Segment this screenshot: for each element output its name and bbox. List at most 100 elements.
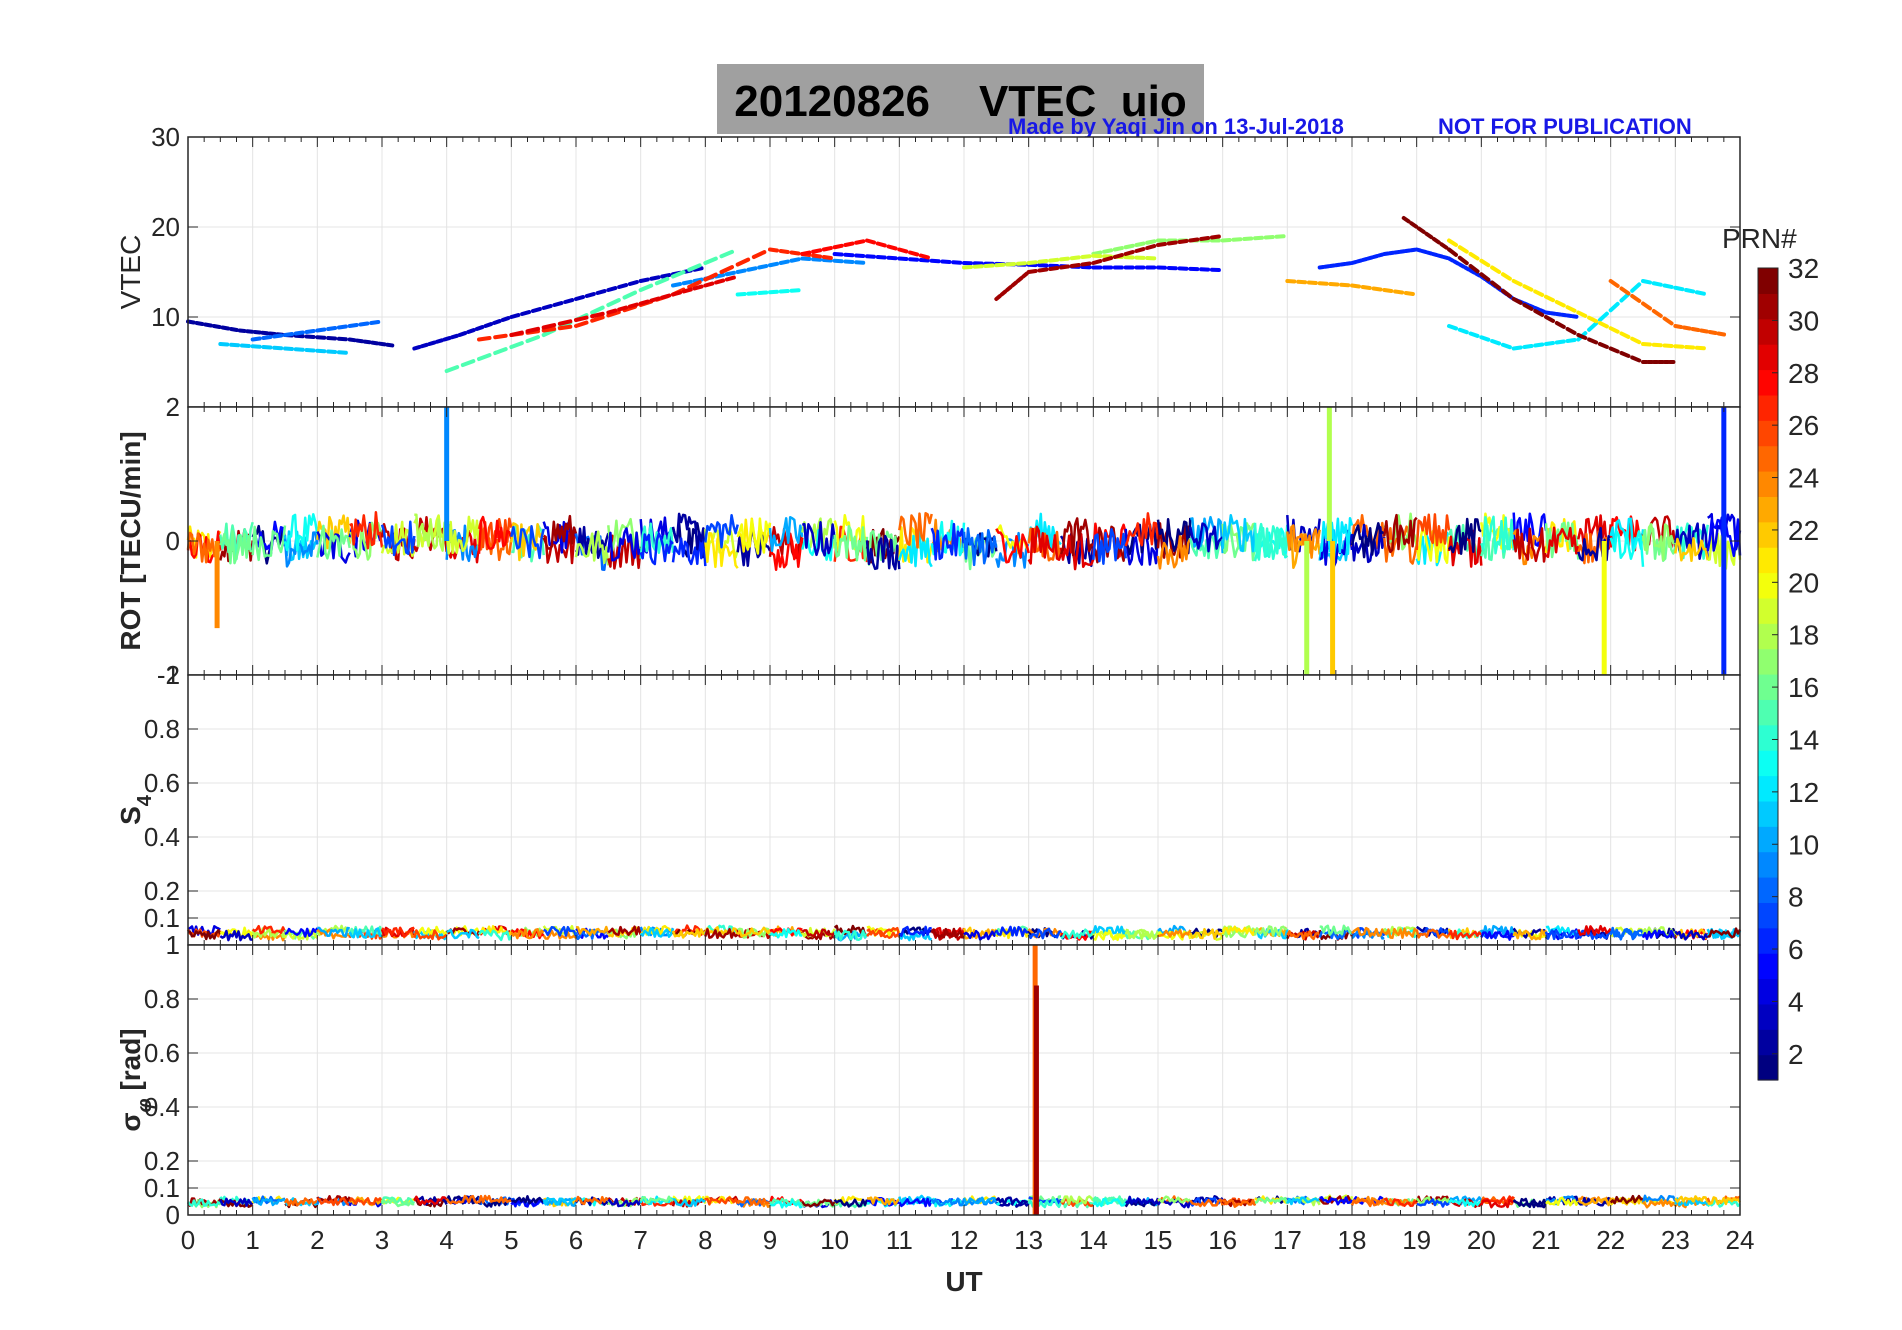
vtec-series-prn-31 — [1015, 276, 1024, 283]
rot-trace — [1124, 528, 1160, 566]
vtec-ylabel: VTEC — [115, 235, 146, 310]
vtec-series-prn-12 — [1694, 290, 1706, 296]
vtec-series-prn-19 — [1026, 260, 1038, 265]
s4-trace — [317, 926, 350, 938]
s4-trace — [1351, 926, 1386, 938]
vtec-series-prn-3 — [442, 336, 452, 342]
s4-trace — [252, 931, 287, 942]
sigma_phi-ytick-label: 0.4 — [144, 1092, 180, 1122]
vtec-series-prn-31 — [1069, 263, 1081, 268]
s4-trace — [187, 929, 222, 941]
vtec-series-prn-27 — [493, 333, 508, 340]
vtec-series-prn-9 — [724, 270, 736, 277]
vtec-series-prn-17 — [1091, 250, 1103, 256]
vtec-series-prn-17 — [1123, 243, 1135, 250]
vtec-series-prn-12 — [1447, 324, 1459, 331]
rot-trace — [1350, 523, 1386, 564]
colorbar-tick-label: 12 — [1788, 777, 1819, 808]
s4-trace — [348, 927, 383, 939]
sigma_phi-trace — [1254, 1196, 1289, 1205]
xtick-label: 16 — [1208, 1225, 1237, 1255]
vtec-series-prn-32 — [1565, 327, 1577, 335]
vtec-series-prn-25 — [1641, 301, 1653, 311]
rot-trace — [349, 521, 384, 561]
vtec-series-prn-32 — [1608, 346, 1620, 354]
colorbar-bin — [1758, 674, 1778, 700]
vtec-series-prn-2 — [385, 342, 395, 348]
vtec-series-prn-3 — [419, 342, 429, 349]
rot-trace — [898, 511, 933, 549]
rot-trace — [801, 520, 836, 557]
vtec-series-prn-31 — [1166, 240, 1178, 246]
colorbar-bin — [1758, 953, 1778, 980]
vtec-series-prn-25 — [1673, 324, 1683, 329]
vtec-series-prn-29 — [638, 299, 650, 306]
rot-trace — [510, 522, 545, 562]
vtec-series-prn-19 — [1048, 257, 1060, 263]
vtec-series-prn-15 — [703, 256, 718, 265]
vtec-series-prn-23 — [1382, 288, 1394, 293]
s4-trace — [607, 925, 642, 937]
vtec-series-prn-6 — [1468, 268, 1477, 275]
vtec-series-prn-32 — [1439, 242, 1449, 250]
s4-ytick-label: 0.1 — [144, 903, 180, 933]
vtec-series-prn-9 — [768, 261, 780, 268]
vtec-series-prn-25 — [1707, 330, 1718, 335]
vtec-series-prn-15 — [719, 249, 735, 259]
sigma_phi-trace — [1674, 1195, 1709, 1204]
vtec-series-prn-17 — [1112, 246, 1124, 252]
sigma_phi-trace — [510, 1195, 545, 1205]
vtec-series-prn-32 — [1479, 272, 1491, 282]
s4-trace — [995, 925, 1030, 938]
vtec-series-prn-6 — [1355, 258, 1363, 264]
s4-trace — [671, 928, 707, 939]
vtec-series-prn-25 — [1630, 294, 1642, 303]
vtec-series-prn-6 — [1350, 260, 1358, 265]
vtec-series-prn-31 — [1112, 253, 1124, 259]
vtec-series-prn-27 — [606, 310, 621, 318]
xtick-label: 15 — [1144, 1225, 1173, 1255]
colorbar-bin — [1758, 724, 1778, 751]
vtec-series-prn-31 — [1177, 239, 1189, 244]
vtec-series-prn-3 — [595, 289, 607, 295]
vtec-series-prn-2 — [355, 338, 365, 344]
rot-trace — [574, 525, 610, 560]
vtec-series-prn-3 — [509, 313, 521, 319]
vtec-series-prn-3 — [552, 301, 564, 307]
colorbar-tick-label: 16 — [1788, 672, 1819, 703]
vtec-series-prn-2 — [347, 337, 357, 343]
vtec-series-prn-27 — [557, 324, 573, 331]
vtec-series-prn-3 — [427, 340, 437, 346]
vtec-series-prn-6 — [1371, 254, 1380, 259]
sigma_phi-trace — [1060, 1195, 1095, 1205]
s4-trace — [801, 928, 836, 938]
s4-trace — [1383, 927, 1418, 940]
vtec-series-prn-8 — [326, 326, 338, 331]
vtec-series-prn-17 — [1102, 248, 1114, 254]
s4-trace — [381, 926, 415, 938]
vtec-series-prn-17 — [1145, 239, 1157, 245]
vtec-series-prn-21 — [1468, 252, 1480, 261]
s4-trace — [866, 926, 901, 938]
colorbar-bin — [1758, 597, 1778, 624]
sigma_phi-ytick-label: 0.1 — [144, 1173, 180, 1203]
s4-trace — [510, 928, 545, 940]
vtec-series-prn-15 — [477, 353, 492, 361]
colorbar-bin — [1758, 268, 1778, 294]
vtec-series-prn-28 — [875, 241, 887, 248]
s4-trace — [931, 926, 966, 938]
s4-trace — [284, 927, 319, 938]
vtec-series-prn-21 — [1457, 245, 1469, 254]
colorbar-bin — [1758, 699, 1778, 726]
vtec-series-prn-3 — [530, 307, 542, 313]
sigma_phi-trace — [413, 1195, 448, 1206]
sigma_phi-trace — [1448, 1198, 1483, 1209]
xtick-label: 14 — [1079, 1225, 1108, 1255]
vtec-series-prn-31 — [1102, 256, 1114, 262]
colorbar-bin — [1758, 394, 1778, 421]
sigma_phi-trace — [736, 1196, 771, 1206]
sigma_phi-trace — [251, 1196, 286, 1207]
s4-trace — [963, 929, 998, 941]
rot-trace — [251, 525, 287, 562]
sigma_phi-trace — [639, 1195, 674, 1205]
